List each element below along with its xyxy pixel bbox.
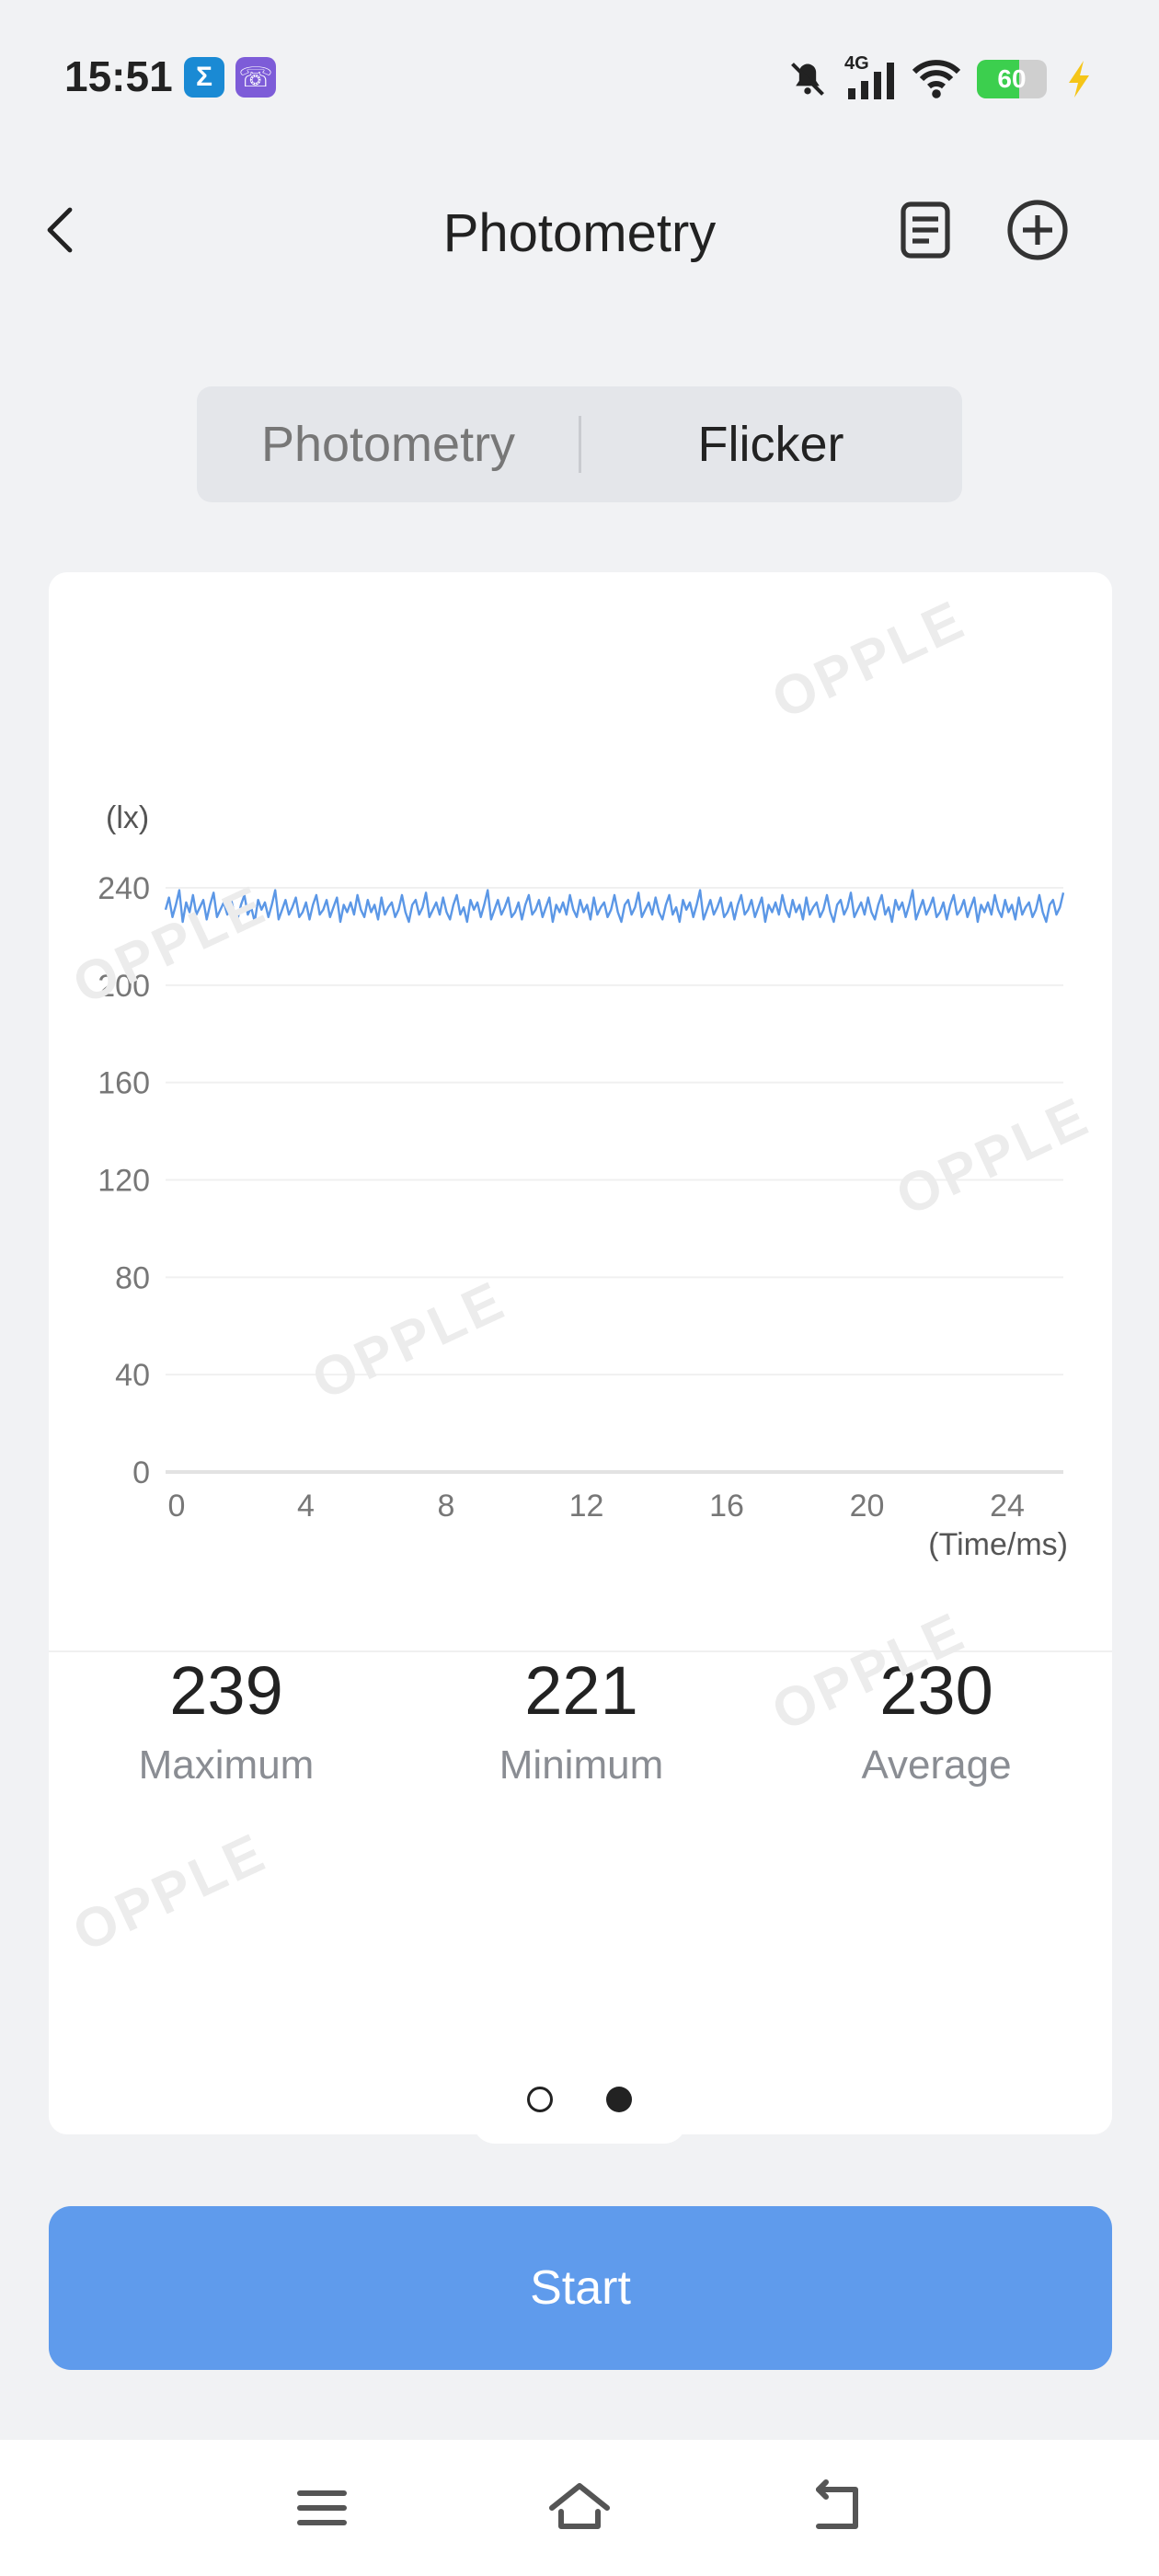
y-tick-label: 160 <box>98 1066 150 1101</box>
y-tick-label: 0 <box>132 1455 150 1490</box>
home-button[interactable] <box>543 2471 616 2545</box>
status-icons: 4G 60 <box>787 52 1095 107</box>
add-button[interactable] <box>1003 195 1073 265</box>
x-tick-label: 4 <box>297 1489 315 1524</box>
bell-muted-icon <box>791 63 824 96</box>
menu-icon <box>297 2490 347 2525</box>
y-tick-label: 200 <box>98 969 150 1004</box>
battery-level <box>977 60 1019 98</box>
card-tab-notch <box>473 2116 686 2144</box>
back-nav-button[interactable] <box>800 2471 874 2545</box>
series-line <box>164 889 1065 924</box>
page-dot[interactable] <box>606 2087 632 2112</box>
back-arrow-icon <box>816 2479 858 2529</box>
y-tick-label: 80 <box>115 1260 150 1295</box>
flicker-card: (lx) 0 40 80 120 160 200 240 0 4 8 12 16 20 24 (Time/ms… <box>49 572 1112 2134</box>
document-list-icon <box>901 201 950 259</box>
menu-button[interactable] <box>285 2471 359 2545</box>
stat-label: Average <box>861 1742 1012 1788</box>
stat-label: Maximum <box>138 1742 315 1788</box>
stat-value: 221 <box>524 1652 638 1729</box>
sigma-app-icon: Σ <box>184 57 224 98</box>
home-icon <box>549 2483 610 2529</box>
chevron-left-icon <box>47 207 73 253</box>
page-title: Photometry <box>442 203 717 263</box>
tab-flicker[interactable]: Flicker <box>697 417 844 472</box>
stat-average: 230 Average <box>759 1649 1112 1788</box>
status-bar: 15:51 Σ ☏ 4G 60 <box>0 0 1159 138</box>
x-tick-label: 20 <box>850 1489 885 1524</box>
plus-circle-icon <box>1007 200 1068 260</box>
y-tick-label: 40 <box>115 1358 150 1393</box>
stat-value: 239 <box>169 1652 283 1729</box>
y-tick-label: 120 <box>98 1164 150 1199</box>
mode-segmented-control: Photometry Flicker <box>197 386 962 502</box>
stat-minimum: 221 Minimum <box>404 1649 759 1788</box>
card-divider <box>49 1650 1112 1652</box>
records-button[interactable] <box>890 195 960 265</box>
y-axis-label: (lx) <box>106 800 149 835</box>
stat-label: Minimum <box>499 1742 664 1788</box>
battery-percentage: 60 <box>997 64 1027 93</box>
stat-maximum: 239 Maximum <box>49 1649 404 1788</box>
page-dot[interactable] <box>527 2087 553 2112</box>
x-tick-label: 12 <box>569 1489 604 1524</box>
flicker-chart: (lx) 0 40 80 120 160 200 240 0 4 8 12 16 20 24(Time/ms… <box>98 800 1068 1562</box>
cellular-signal-icon: 4G <box>844 53 896 99</box>
wifi-icon <box>912 60 960 98</box>
tab-photometry[interactable]: Photometry <box>260 417 516 472</box>
back-button[interactable] <box>33 202 88 258</box>
y-tick-label: 240 <box>98 871 150 906</box>
system-navigation-bar <box>0 2440 1159 2576</box>
segment-divider <box>579 416 581 473</box>
x-axis-label: (Time/ms) <box>928 1527 1068 1562</box>
x-tick-label: 24 <box>990 1489 1025 1524</box>
x-tick-label: 16 <box>709 1489 744 1524</box>
charging-bolt-icon <box>1069 61 1089 98</box>
network-type: 4G <box>844 53 869 74</box>
x-tick-label: 0 <box>168 1489 186 1524</box>
x-tick-label: 8 <box>438 1489 455 1524</box>
status-time: 15:51 <box>64 52 173 100</box>
battery-icon: 60 <box>977 60 1047 98</box>
nav-bar: Photometry <box>0 175 1159 285</box>
viber-app-icon: ☏ <box>235 57 276 98</box>
start-button[interactable]: Start <box>49 2206 1112 2370</box>
page-indicator <box>49 2081 1112 2118</box>
stat-value: 230 <box>879 1652 993 1729</box>
watermark: OPPLE <box>63 1820 277 1964</box>
